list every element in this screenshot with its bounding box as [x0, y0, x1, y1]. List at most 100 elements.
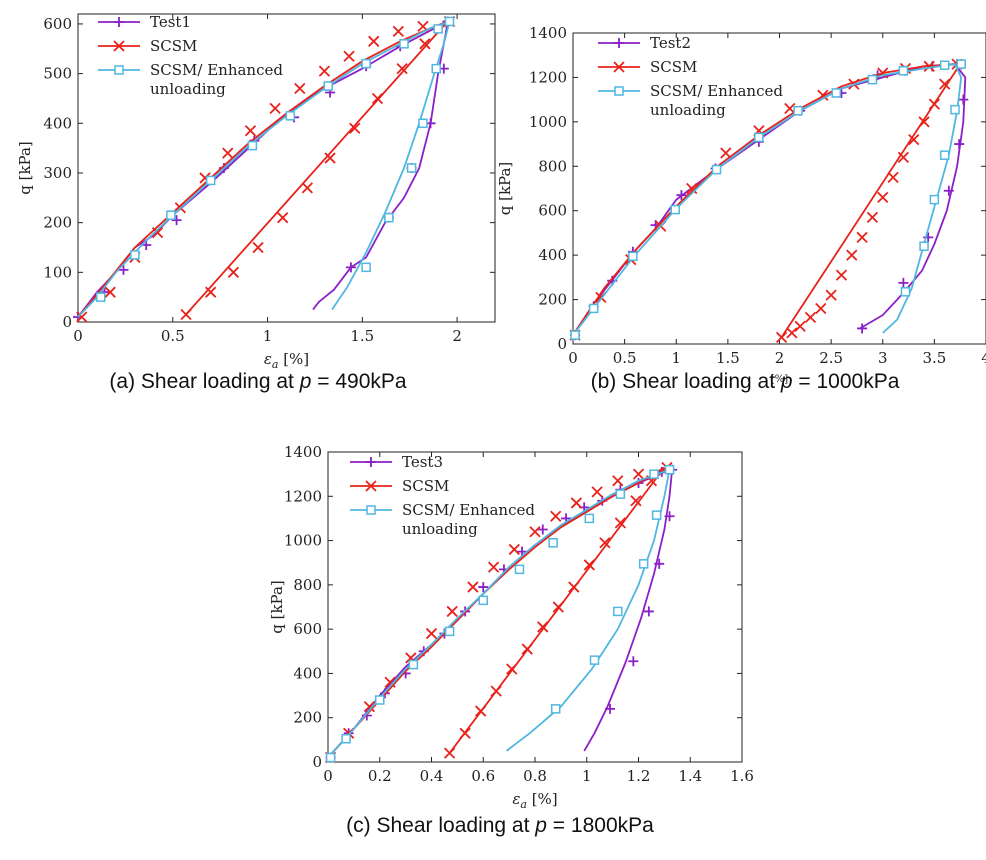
data-point-marker — [599, 537, 611, 549]
x-tick-label: 0.2 — [368, 767, 392, 785]
data-point-marker — [247, 140, 258, 151]
legend-label: Test1 — [150, 13, 191, 31]
data-point-marker — [614, 517, 627, 529]
data-point-marker — [478, 582, 489, 593]
x-tick-label: 0 — [568, 349, 578, 367]
plot-frame — [327, 451, 743, 763]
data-point-marker — [418, 118, 428, 129]
y-tick-label: 600 — [43, 15, 72, 33]
series-line — [327, 468, 671, 759]
plot-frame — [572, 32, 986, 345]
y-tick-label: 500 — [43, 65, 72, 83]
chart-b: 0 0.5 1 1.5 2 2.5 3 3.5 4 0 200 400 600 800 1000 1200 14… — [496, 24, 986, 393]
data-point-marker — [919, 241, 929, 252]
data-point-marker — [529, 526, 541, 538]
legend-label: SCSM/ Enhanced — [150, 61, 283, 79]
x-axis-label-subscript: a — [272, 358, 279, 371]
data-point-marker — [943, 185, 954, 196]
data-point-marker — [325, 752, 336, 763]
x-tick-label: 0.6 — [471, 767, 495, 785]
data-point-marker — [399, 39, 409, 49]
data-point-marker — [205, 175, 216, 186]
data-point-marker — [939, 150, 950, 160]
data-point-marker — [514, 564, 525, 575]
data-point-marker — [956, 59, 966, 69]
data-point-marker — [856, 231, 868, 244]
data-point-marker — [269, 102, 281, 115]
data-point-marker — [171, 215, 182, 226]
data-point-marker — [343, 50, 355, 62]
y-tick-label: 600 — [293, 620, 322, 638]
legend-label-continued: unloading — [650, 101, 726, 119]
caption-prefix: (a) Shear loading at — [109, 370, 299, 393]
x-axis-label-subscript: a — [520, 798, 527, 811]
data-point-marker — [754, 132, 764, 143]
data-point-marker — [118, 264, 129, 275]
series-2 — [77, 16, 455, 318]
data-point-marker — [459, 727, 471, 739]
x-axis-label-symbol: ε — [264, 350, 272, 368]
legend-label: SCSM — [402, 477, 449, 495]
x-axis-label-unit: [%] — [527, 790, 558, 808]
data-point-marker — [831, 88, 842, 98]
data-point-marker — [550, 510, 562, 522]
data-point-marker — [866, 211, 879, 224]
data-point-marker — [285, 111, 296, 121]
data-point-marker — [478, 595, 488, 606]
x-tick-label: 1.6 — [730, 767, 754, 785]
data-point-marker — [887, 171, 899, 184]
data-point-marker — [939, 78, 951, 90]
data-point-marker — [396, 63, 408, 75]
y-tick-label: 400 — [43, 114, 72, 132]
series-1 — [569, 58, 963, 343]
y-tick-label: 800 — [293, 576, 322, 594]
data-point-marker — [151, 226, 164, 239]
y-tick-label: 100 — [43, 263, 72, 281]
data-point-marker — [130, 250, 140, 260]
y-tick-label: 0 — [62, 313, 72, 331]
data-point-marker — [918, 116, 930, 128]
data-point-marker — [664, 464, 675, 475]
data-point-marker — [76, 311, 88, 323]
data-point-marker — [817, 89, 829, 101]
data-point-marker — [950, 104, 960, 115]
caption-suffix: = 1000kPa — [793, 370, 900, 393]
data-point-marker — [615, 489, 626, 499]
x-tick-label: 1 — [582, 767, 592, 785]
x-tick-label: 0 — [323, 767, 333, 785]
data-point-marker — [205, 286, 217, 298]
data-point-marker — [384, 676, 396, 688]
legend-marker — [113, 40, 125, 52]
y-tick-label: 800 — [538, 157, 567, 175]
data-point-marker — [857, 323, 868, 334]
data-point-marker — [166, 210, 176, 220]
y-tick-label: 400 — [538, 246, 567, 264]
legend-marker — [366, 505, 376, 515]
data-point-marker — [349, 122, 361, 134]
legend-marker — [614, 86, 624, 96]
data-point-marker — [408, 659, 419, 670]
data-point-marker — [475, 705, 487, 717]
legend-marker — [613, 61, 625, 73]
data-point-marker — [570, 330, 580, 340]
data-point-marker — [898, 66, 909, 76]
caption-suffix: = 1800kPa — [547, 814, 654, 837]
data-point-marker — [433, 24, 443, 34]
data-point-marker — [900, 287, 911, 297]
data-point-marker — [877, 191, 889, 204]
y-tick-label: 200 — [293, 709, 322, 727]
series-2 — [570, 59, 966, 340]
chart-caption: (b) Shear loading at p = 1000kPa — [591, 370, 900, 393]
y-tick-label: 0 — [312, 753, 322, 771]
y-tick-label: 1200 — [529, 68, 567, 86]
data-point-marker — [939, 60, 950, 70]
series-line — [780, 63, 961, 338]
data-point-marker — [643, 606, 654, 617]
y-tick-label: 400 — [293, 664, 322, 682]
chart-a: 0 0.5 1 1.5 2 0 100 200 300 400 500 600 q [kPa] εa [%… — [16, 13, 496, 393]
data-point-marker — [846, 249, 858, 261]
data-point-marker — [318, 65, 331, 77]
data-point-marker — [794, 320, 806, 332]
data-point-marker — [588, 303, 599, 314]
data-point-marker — [537, 621, 549, 633]
